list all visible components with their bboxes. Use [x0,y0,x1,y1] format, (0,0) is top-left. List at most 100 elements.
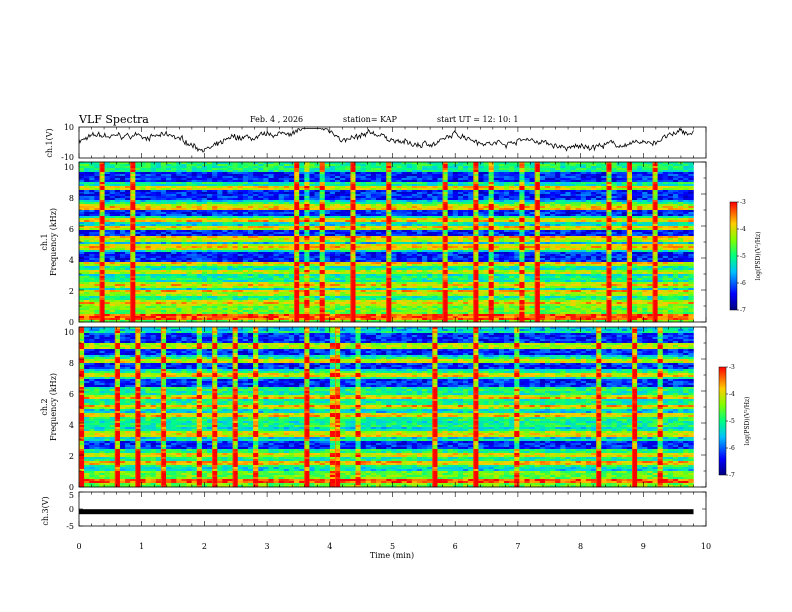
spectrogram-cell [519,208,525,211]
spectrogram-cell [560,182,566,185]
spectrogram-cell [114,240,121,243]
spectrogram-cell [504,202,510,205]
spectrogram-cell [160,204,167,207]
spectrogram-cell [253,218,259,221]
spectrogram-cell [580,206,587,209]
spectrogram-cell [396,172,402,175]
spectrogram-cell [596,180,602,183]
spectrogram-cell [94,176,100,179]
spectrogram-cell [104,182,111,185]
spectrogram-cell [514,162,520,165]
spectrogram-cell [667,176,674,179]
spectrogram-cell [319,194,326,197]
spectrogram-cell [360,228,367,231]
spectrogram-cell [360,212,367,215]
spectrogram-cell [125,226,131,229]
spectrogram-cell [652,220,658,223]
spectrogram-cell [171,170,177,173]
spectrogram-cell [268,230,274,233]
spectrogram-cell [422,204,428,207]
spectrogram-cell [647,232,653,235]
spectrogram-cell [683,206,689,209]
spectrogram-cell [125,216,131,219]
spectrogram-cell [422,182,428,185]
spectrogram-cell [314,230,320,233]
spectrogram-cell [335,190,341,193]
spectrogram-cell [580,172,587,175]
spectrogram-cell [258,182,264,185]
spectrogram-cell [678,202,684,205]
spectrogram-cell [125,182,131,185]
spectrogram-cell [355,176,361,179]
spectrogram-cell [611,212,617,215]
spectrogram-cell [539,170,546,173]
spectrogram-cell [360,192,367,195]
spectrogram-cell [468,196,474,199]
spectrogram-cell [94,186,100,189]
spectrogram-cell [683,192,689,195]
spectrogram-cell [601,162,607,165]
spectrogram-cell [493,220,500,223]
spectrogram-cell [493,226,500,229]
spectrogram-cell [570,186,576,189]
spectrogram-cell [314,234,320,237]
spectrogram-cell [637,172,643,175]
spectrogram-cell [534,186,541,189]
spectrogram-cell [488,186,495,189]
spectrogram-cell [119,228,126,231]
spectrogram-cell [596,204,602,207]
spectrogram-cell [304,198,310,201]
spectrogram-cell [263,168,269,171]
spectrogram-cell [247,222,254,225]
spectrogram-cell [196,182,203,185]
spectrogram-cell [498,206,505,209]
spectrogram-cell [319,234,326,237]
spectrogram-cell [125,172,131,175]
spectrogram-cell [411,218,418,221]
spectrogram-cell [79,214,85,217]
spectrogram-cell [544,202,551,205]
spectrogram-cell [509,222,515,225]
spectrogram-cell [253,184,259,187]
spectrogram-cell [171,196,177,199]
spectrogram-cell [637,204,643,207]
spectrogram-cell [493,204,500,207]
spectrogram-cell [222,202,228,205]
spectrogram-cell [457,232,464,235]
spectrogram-cell [125,164,131,167]
spectrogram-cell [555,202,561,205]
spectrogram-cell [160,226,167,229]
spectrogram-cell [422,232,428,235]
spectrogram-cell [222,242,228,245]
spectrogram-cell [519,198,525,201]
spectrogram-cell [222,174,228,177]
spectrogram-cell [488,234,495,237]
spectrogram-cell [350,234,356,237]
spectrogram-cell [217,240,223,243]
spectrogram-cell [258,184,264,187]
spectrogram-cell [447,200,454,203]
spectrogram-cell [109,220,116,223]
spectrogram-cell [585,198,592,201]
spectrogram-cell [104,238,111,241]
spectrogram-cell [309,184,315,187]
spectrogram-cell [637,178,643,181]
spectrogram-cell [268,232,274,235]
spectrogram-cell [585,190,592,193]
spectrogram-cell [504,224,510,227]
spectrogram-cell [539,220,546,223]
spectrogram-cell [539,178,546,181]
spectrogram-cell [381,168,387,171]
spectrogram-cell [365,220,372,223]
spectrogram-cell [406,236,413,239]
spectrogram-cell [114,198,121,201]
spectrogram-cell [688,196,694,199]
spectrogram-cell [596,182,602,185]
spectrogram-cell [89,164,95,167]
spectrogram-cell [621,198,628,201]
spectrogram-cell [232,180,239,183]
spectrogram-cell [473,174,479,177]
spectrogram-cell [119,186,126,189]
spectrogram-cell [468,190,474,193]
spectrogram-cell [637,170,643,173]
